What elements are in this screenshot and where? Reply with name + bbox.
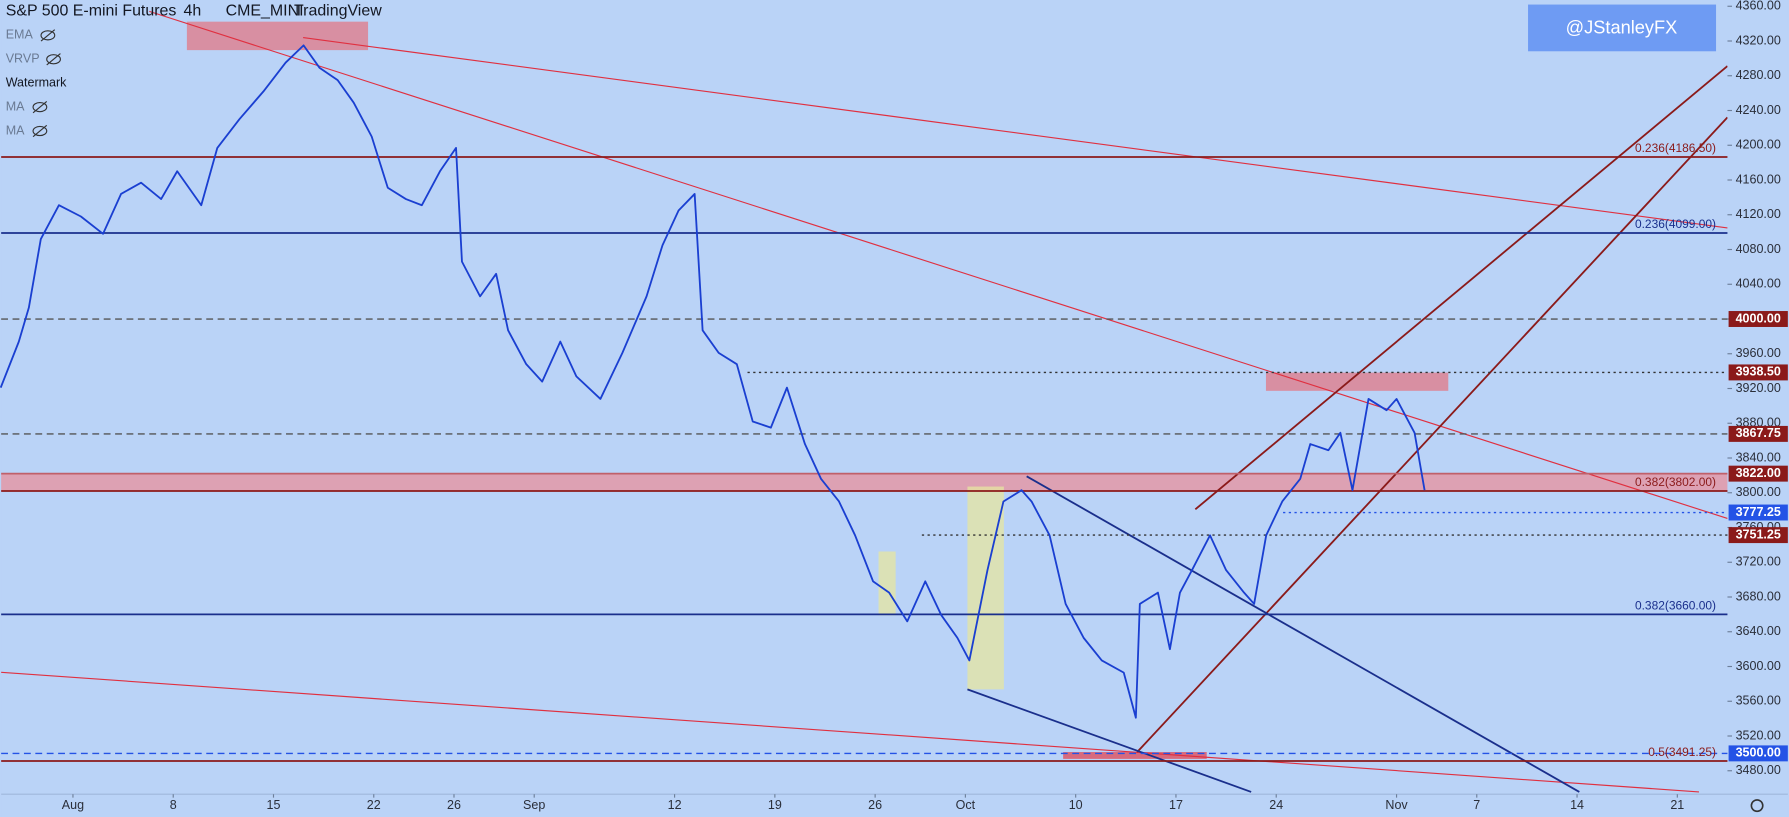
symbol: S&P 500 E-mini Futures	[6, 3, 177, 20]
visibility-icon	[40, 30, 56, 41]
y-tick-label: 3920.00	[1736, 381, 1781, 395]
x-tick-label: 12	[668, 798, 682, 812]
x-tick-label: Sep	[523, 798, 545, 812]
price-label: 4000.00	[1736, 311, 1781, 325]
drawings	[1, 10, 1729, 793]
visibility-icon-slash	[40, 29, 56, 42]
y-tick-label: 4240.00	[1736, 103, 1781, 117]
visibility-icon-slash	[46, 53, 61, 66]
x-tick-label: 17	[1169, 798, 1183, 812]
y-tick-label: 3680.00	[1736, 589, 1781, 603]
level-label: 0.236(4099.00)	[1635, 217, 1716, 231]
x-tick-label: 8	[170, 798, 177, 812]
exchange: CME_MINI	[226, 3, 304, 20]
price-label-box	[1728, 465, 1788, 482]
supply-zone	[186, 21, 369, 51]
price-label-box	[1728, 311, 1788, 327]
price-line	[0, 44, 1426, 719]
x-tick-label: 26	[447, 798, 461, 812]
indicator-label: VRVP	[6, 52, 40, 66]
highlight-zone	[878, 551, 896, 616]
x-tick-label: 22	[367, 798, 381, 812]
y-tick-label: 3480.00	[1736, 763, 1781, 777]
y-tick-label: 3600.00	[1736, 659, 1781, 673]
channel-line	[1194, 65, 1729, 511]
indicator-label: MA	[6, 99, 25, 113]
source: TradingView	[294, 3, 382, 20]
y-tick-label: 4080.00	[1736, 242, 1781, 256]
trendline	[303, 37, 1728, 229]
price-label: 3777.25	[1736, 505, 1781, 519]
visibility-icon	[32, 125, 48, 137]
price-axis	[1727, 0, 1788, 795]
y-tick-label: 4120.00	[1736, 207, 1781, 221]
price-label-box	[1728, 425, 1788, 442]
y-tick-label: 3840.00	[1736, 450, 1781, 464]
y-tick-label: 4160.00	[1736, 172, 1781, 186]
demand-zone	[1063, 752, 1207, 759]
y-tick-label: 3960.00	[1736, 346, 1781, 360]
level-label: 0.382(3802.00)	[1635, 475, 1716, 489]
settings-icon[interactable]	[1750, 799, 1764, 813]
indicator-label: EMA	[6, 28, 34, 42]
supply-zone	[1265, 372, 1449, 391]
y-tick-label: 4360.00	[1736, 0, 1781, 13]
x-tick-label: Oct	[956, 798, 976, 812]
watermark: @JStanleyFX	[1566, 16, 1678, 37]
level-label: 0.5(3491.25)	[1648, 745, 1716, 759]
visibility-icon-slash	[32, 124, 48, 138]
trendline	[1, 671, 1700, 793]
x-tick-label: 24	[1269, 798, 1283, 812]
price-label-box	[1728, 527, 1788, 544]
y-tick-label: 3640.00	[1736, 624, 1781, 638]
y-tick-label: 3560.00	[1736, 694, 1781, 708]
x-tick-label: 10	[1069, 798, 1083, 812]
x-tick-label: 15	[267, 798, 281, 812]
x-tick-label: Nov	[1385, 798, 1408, 812]
interval: 4h	[183, 3, 201, 20]
price-label: 3938.50	[1736, 365, 1781, 379]
watermark-box	[1528, 4, 1717, 52]
x-tick-label: 26	[868, 798, 882, 812]
price-label: 3500.00	[1736, 746, 1781, 760]
y-tick-label: 3720.00	[1736, 555, 1781, 569]
visibility-icon	[32, 101, 48, 113]
price-label: 3822.00	[1736, 466, 1781, 480]
visibility-icon-slash	[32, 100, 48, 114]
y-tick-label: 3800.00	[1736, 485, 1781, 499]
y-tick-label: 4200.00	[1736, 138, 1781, 152]
indicator-label: MA	[6, 123, 25, 137]
price-label-box	[1728, 504, 1788, 521]
price-label-box	[1728, 745, 1788, 762]
highlight-zone	[967, 486, 1004, 690]
level-zone	[1, 473, 1728, 492]
wedge-line	[967, 688, 1252, 793]
visibility-icon	[46, 54, 61, 65]
level-label: 0.236(4186.50)	[1635, 141, 1716, 155]
x-tick-label: 7	[1473, 798, 1480, 812]
x-tick-label: 19	[768, 798, 782, 812]
x-tick-label: 14	[1570, 798, 1584, 812]
y-tick-label: 3520.00	[1736, 728, 1781, 742]
x-tick-label: Aug	[62, 798, 84, 812]
price-label: 3867.75	[1736, 426, 1781, 440]
price-label: 3751.25	[1736, 527, 1781, 541]
level-label: 0.382(3660.00)	[1635, 599, 1716, 613]
y-tick-label: 4040.00	[1736, 277, 1781, 291]
x-tick-label: 21	[1670, 798, 1684, 812]
wedge-line	[1026, 475, 1580, 793]
price-label-box	[1728, 364, 1788, 381]
channel-line	[1136, 116, 1729, 753]
y-tick-label: 4320.00	[1736, 33, 1781, 47]
indicator-label: Watermark	[6, 75, 67, 89]
y-tick-label: 4280.00	[1736, 68, 1781, 82]
